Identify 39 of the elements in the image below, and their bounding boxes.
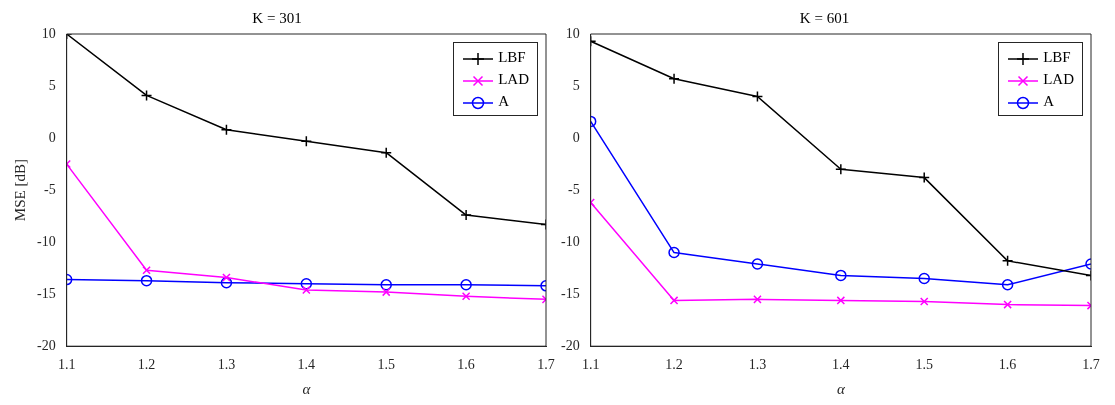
x-tick-label: 1.1 [57,357,76,373]
x-tick-label: 1.5 [915,357,933,373]
y-tick-label: -20 [36,337,56,353]
legend-label: LBF [498,49,526,65]
y-tick-label: -20 [560,337,580,353]
x-tick-label: 1.2 [665,357,683,373]
y-tick-label: 10 [565,25,580,41]
legend-label: A [498,93,510,109]
x-tick-label: 1.4 [297,357,316,373]
x-tick-label: 1.2 [137,357,156,373]
chart-title: K = 601 [799,9,850,26]
legend-label: A [1043,93,1055,109]
y-tick-label: 0 [572,129,580,145]
x-tick-label: 1.3 [217,357,236,373]
x-tick-label: 1.6 [457,357,475,373]
chart-title: K = 301 [252,9,302,26]
x-tick-label: 1.5 [377,357,395,373]
x-tick-label: 1.3 [748,357,767,373]
y-tick-label: -5 [567,181,580,197]
y-tick-label: -15 [560,285,580,301]
y-tick-label: -15 [36,285,56,301]
legend-label: LBF [1043,49,1071,65]
y-tick-label: 5 [48,77,56,93]
x-tick-label: 1.4 [832,357,850,373]
x-tick-label: 1.6 [998,357,1017,373]
y-axis-title: MSE [dB] [11,159,28,222]
legend-label: LAD [1043,71,1074,87]
x-tick-label: 1.7 [1082,357,1100,373]
x-axis-title: α [836,380,846,397]
legend-label: LAD [498,71,529,87]
y-tick-label: 0 [48,129,56,145]
y-tick-label: -5 [43,181,56,197]
x-axis-title: α [302,380,312,397]
y-tick-label: -10 [560,233,580,249]
x-tick-label: 1.7 [537,357,555,373]
y-tick-label: -10 [36,233,56,249]
x-tick-label: 1.1 [581,357,600,373]
y-tick-label: 5 [572,77,580,93]
y-tick-label: 10 [41,25,56,41]
